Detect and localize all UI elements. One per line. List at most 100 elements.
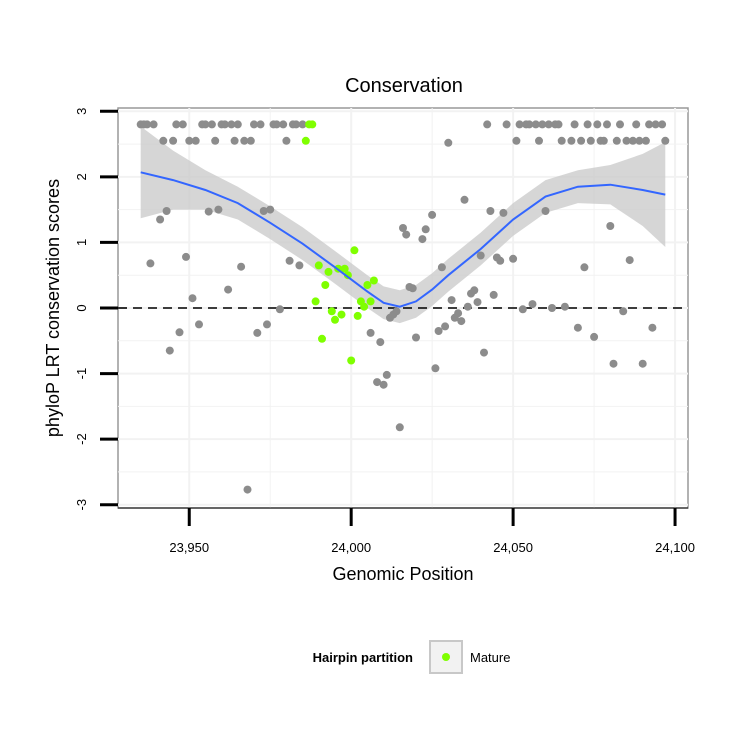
point-other [473,298,482,307]
x-axis-title: Genomic Position [332,564,473,584]
point-other [195,320,203,329]
point-mature [347,356,356,365]
point-other [233,120,242,129]
point-other [454,309,463,318]
point-other [376,338,385,347]
point-other [402,230,411,239]
point-other [645,120,654,129]
point-mature [340,264,349,273]
x-tick-label: 24,000 [331,540,371,555]
point-other [298,120,307,129]
point-mature [314,261,323,270]
point-other [480,348,488,357]
y-tick-label: 3 [74,108,89,115]
scatter-points [136,120,670,494]
point-other [593,120,602,129]
loess-curve [140,171,666,308]
point-other [275,305,284,314]
point-other [201,120,210,129]
point-other [544,120,553,129]
point-other [373,378,382,387]
point-other [476,251,485,260]
point-other [460,195,469,204]
point-other [441,322,450,331]
point-other [632,120,641,129]
point-mature [308,120,317,129]
point-other [412,333,420,342]
point-other [518,305,527,314]
point-other [502,120,511,129]
legend-key-mature [442,653,450,661]
point-other [635,136,644,145]
point-other [541,207,550,215]
point-other [408,284,417,293]
point-other [648,323,657,332]
point-other [169,136,178,145]
point-other [528,300,537,309]
point-other [143,120,152,129]
point-other [295,261,304,270]
point-other [499,208,508,217]
point-other [586,136,595,145]
point-other [437,263,446,272]
point-mature [311,297,320,306]
point-mature [343,271,352,280]
point-other [651,120,660,129]
point-other [560,302,569,311]
point-other [227,120,236,129]
point-mature [369,276,378,285]
point-other [240,136,249,145]
y-tick-label: 1 [74,239,89,246]
point-other [557,136,566,145]
point-other [237,262,246,271]
point-other [580,263,589,272]
point-other [444,138,453,147]
point-other [628,136,637,145]
point-mature [327,307,336,316]
point-other [489,290,498,299]
point-other [382,370,391,379]
point-other [486,207,495,215]
point-other [399,224,407,232]
point-other [175,328,184,337]
point-other [606,222,615,230]
point-other [470,286,479,295]
point-other [259,207,268,215]
point-mature [366,297,375,306]
point-other [220,120,229,129]
point-other [266,205,275,214]
point-other [661,136,670,145]
y-tick-label: -3 [74,499,89,511]
point-other [253,328,262,337]
legend-label-mature: Mature [470,650,510,665]
point-other [548,304,556,312]
y-axis: -3 -2 -1 0 1 2 3 [74,108,118,511]
point-other [282,136,291,145]
point-other [149,120,158,129]
point-other [211,136,220,145]
point-other [272,120,281,129]
point-other [531,120,540,129]
point-other [512,136,521,145]
point-mature [360,302,369,311]
point-other [230,136,239,145]
point-other [609,359,618,368]
point-other [641,136,650,145]
point-other [379,380,388,389]
y-tick-label: -1 [74,368,89,380]
point-other [263,320,271,329]
y-tick-label: -2 [74,433,89,445]
point-other [567,136,576,145]
smooth-curve [140,171,666,308]
point-other [204,207,213,216]
legend-title: Hairpin partition [313,650,413,665]
x-tick-label: 24,050 [493,540,533,555]
point-other [447,296,456,305]
point-mature [353,311,362,320]
point-other [619,307,628,316]
point-other [421,225,430,234]
point-other [146,259,155,268]
point-other [243,485,252,494]
x-tick-label: 23,950 [169,540,209,555]
